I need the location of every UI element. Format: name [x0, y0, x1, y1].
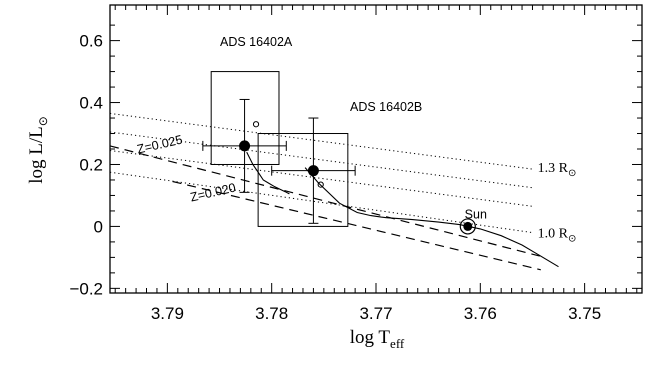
- x-axis-title: log Teff: [350, 327, 405, 351]
- x-tick-label-1: 3.79: [151, 304, 184, 323]
- isochrone-label-2: Z=0.020: [189, 181, 237, 205]
- star-point-1: [239, 140, 251, 152]
- plot-marks: [110, 71, 559, 271]
- open-circle-1: [252, 121, 260, 128]
- y-axis-title-sub: ⊙: [36, 116, 50, 126]
- radius-label-sub-1: ⊙: [568, 168, 576, 179]
- y-axis-title-main: log L/L: [26, 126, 47, 184]
- isochrone-label-1: Z=0.025: [136, 133, 184, 157]
- sun-ring: [459, 218, 476, 235]
- sun-point: [463, 221, 473, 231]
- radius-label-main-2: 1.0 R: [538, 226, 569, 241]
- radius-label-sub-2: ⊙: [568, 233, 576, 244]
- star-label-a: ADS 16402A: [220, 35, 293, 49]
- radius-label-1: 1.3 R⊙: [538, 161, 577, 179]
- axis-ticks: [110, 5, 642, 293]
- star-label-b: ADS 16402B: [350, 100, 422, 114]
- radius-label-main-1: 1.3 R: [538, 161, 569, 176]
- x-axis-title-sub: eff: [390, 336, 405, 351]
- y-tick-label-2: 0: [94, 217, 103, 236]
- radius-line-3: [110, 150, 533, 207]
- x-axis-title-main: log T: [350, 327, 391, 348]
- evolutionary-track-3: [386, 217, 559, 268]
- isochrone-line-1: [110, 145, 540, 257]
- sun-label: Sun: [465, 207, 487, 221]
- y-axis-title: log L/L⊙: [26, 116, 50, 184]
- error-box-2: [257, 133, 349, 227]
- y-tick-label-4: 0.4: [79, 94, 103, 113]
- x-tick-label-3: 3.77: [359, 304, 392, 323]
- y-tick-label-3: 0.2: [79, 155, 103, 174]
- evolutionary-track-1: [246, 151, 290, 195]
- y-tick-label-1: −0.2: [69, 279, 103, 298]
- open-circle-2: [317, 181, 324, 188]
- isochrone-line-2: [172, 180, 541, 271]
- x-tick-label-5: 3.75: [568, 304, 601, 323]
- radius-label-2: 1.0 R⊙: [538, 226, 577, 244]
- star-point-2: [307, 165, 319, 177]
- error-box-1: [210, 71, 280, 165]
- evolutionary-track-2: [304, 167, 387, 219]
- plot-frame: [109, 4, 643, 294]
- y-tick-label-5: 0.6: [79, 32, 103, 51]
- x-tick-label-2: 3.78: [255, 304, 288, 323]
- x-tick-label-4: 3.76: [464, 304, 497, 323]
